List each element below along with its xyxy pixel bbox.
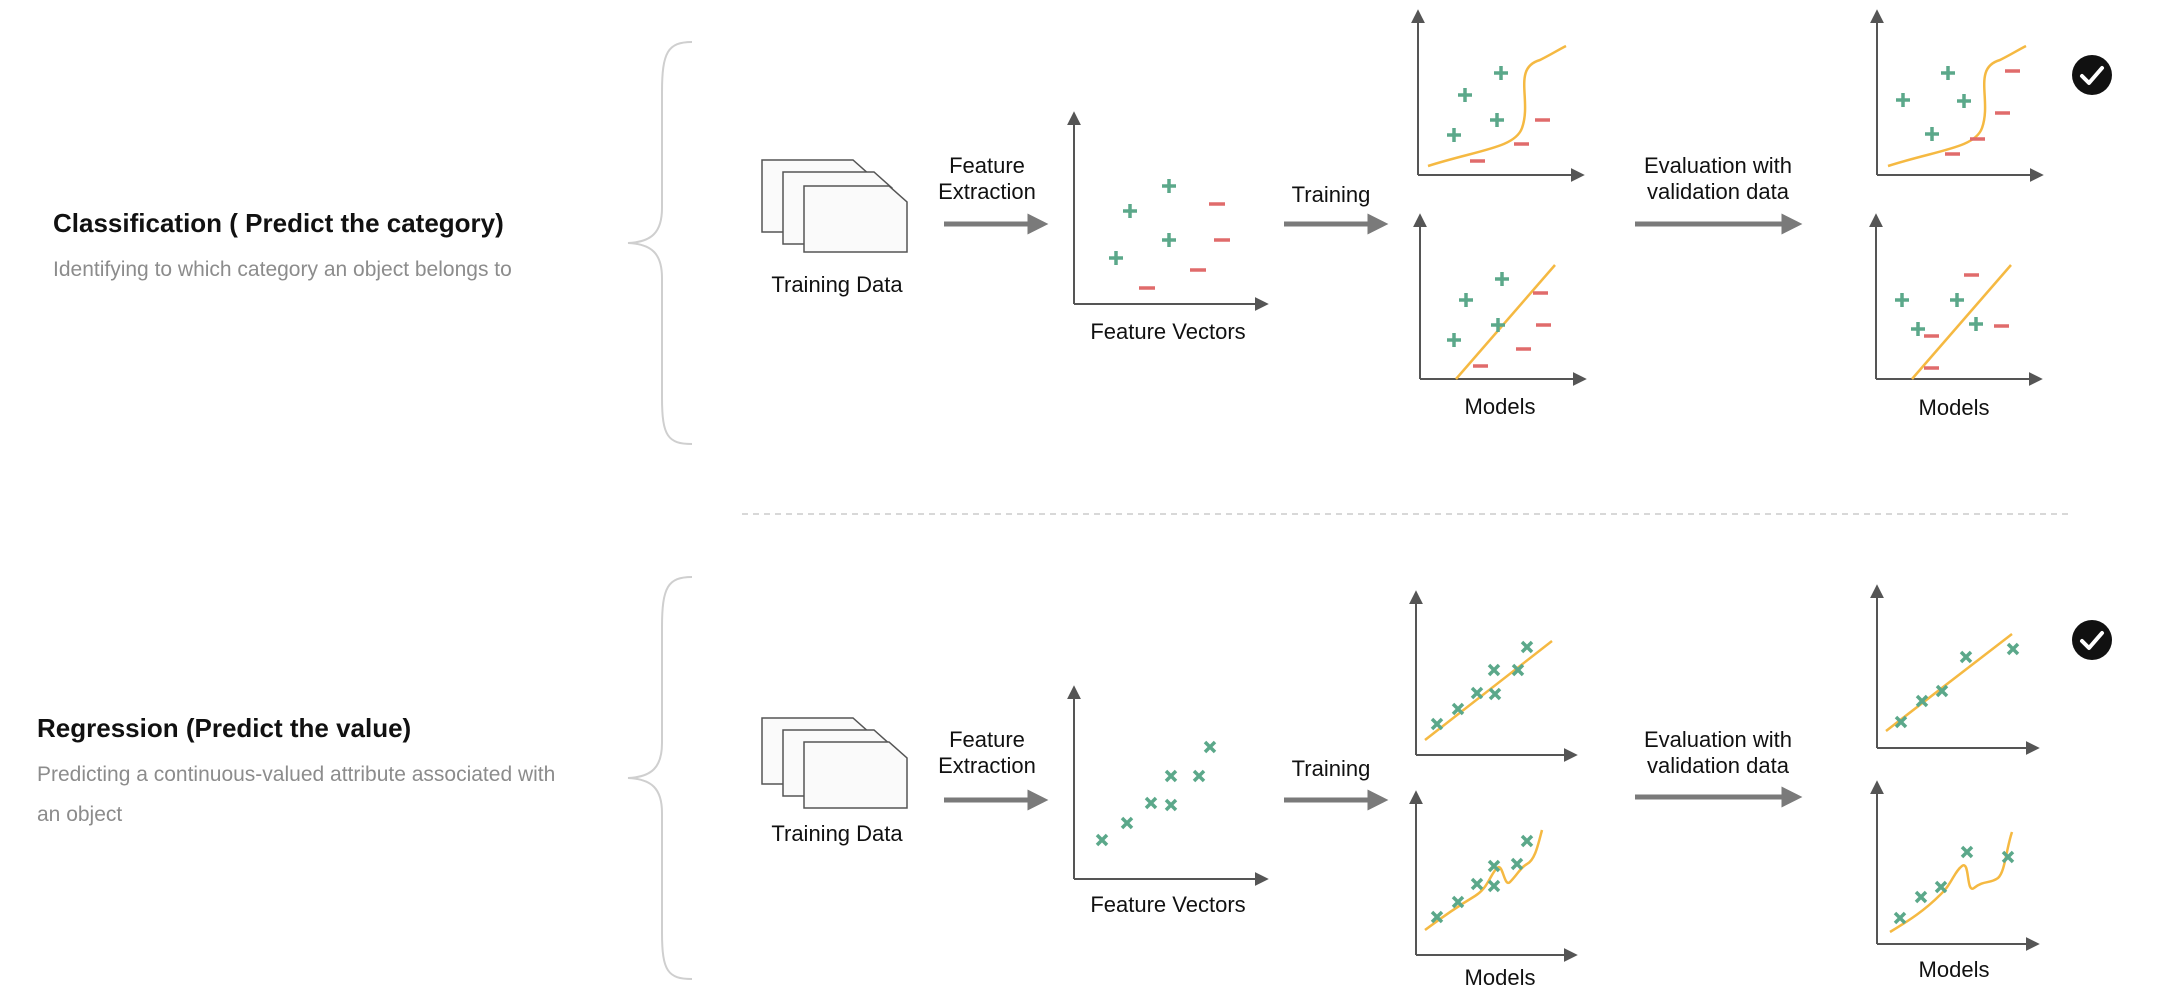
cross-marker [1164, 798, 1178, 812]
regression-models-label: Models [1465, 965, 1536, 990]
plus-marker [1896, 93, 1910, 107]
regression-model-plot-wiggly [1409, 790, 1578, 962]
classification-evaluation-label-1: Evaluation with [1644, 153, 1792, 178]
cross-marker [1934, 880, 1948, 894]
regression-training-label: Training [1292, 756, 1371, 781]
cross-marker [1960, 845, 1974, 859]
cross-marker [1915, 694, 1929, 708]
regression-feature-vectors-plot [1067, 685, 1269, 886]
cross-marker [1430, 717, 1444, 731]
check-circle-icon [2072, 55, 2112, 95]
cross-marker [1488, 687, 1502, 701]
classification-evaluated-plot-line [1869, 213, 2043, 386]
regression-feature-extraction-label-1: Feature [949, 727, 1025, 752]
cross-marker [2001, 850, 2015, 864]
plus-marker [1941, 66, 1955, 80]
plus-marker [1447, 128, 1461, 142]
cross-marker [1511, 663, 1525, 677]
plus-marker [1895, 293, 1909, 307]
regression-selected-models-label: Models [1919, 957, 1990, 982]
regression-brace [627, 576, 693, 980]
plus-marker [1459, 293, 1473, 307]
classification-selected-models-label: Models [1919, 395, 1990, 420]
cross-marker [1430, 910, 1444, 924]
classification-feature-vectors-plot [1067, 111, 1269, 311]
cross-marker [1451, 702, 1465, 716]
cross-marker [1914, 890, 1928, 904]
classification-feature-extraction-label-1: Feature [949, 153, 1025, 178]
classification-training-data-label: Training Data [771, 272, 903, 297]
regression-description: Predicting a continuous-valued attribute… [37, 763, 556, 826]
cross-marker [1510, 857, 1524, 871]
check-circle-icon [2072, 620, 2112, 660]
classification-training-label: Training [1292, 182, 1371, 207]
cross-marker [1893, 911, 1907, 925]
plus-marker [1109, 251, 1123, 265]
cross-marker [1487, 859, 1501, 873]
cross-marker [1935, 684, 1949, 698]
regression-training-data-label: Training Data [771, 821, 903, 846]
plus-marker [1162, 233, 1176, 247]
classification-models-label: Models [1465, 394, 1536, 419]
classification-feature-vectors-label: Feature Vectors [1090, 319, 1245, 344]
classification-evaluated-plot-curve [1870, 9, 2044, 182]
regression-model-plot-line [1409, 590, 1578, 762]
plus-marker [1911, 322, 1925, 336]
cross-marker [1470, 877, 1484, 891]
regression-feature-vectors-label: Feature Vectors [1090, 892, 1245, 917]
cross-marker [1520, 834, 1534, 848]
plus-marker [1950, 293, 1964, 307]
cross-marker [1487, 879, 1501, 893]
plus-marker [1162, 179, 1176, 193]
plus-marker [1458, 88, 1472, 102]
cross-marker [1144, 796, 1158, 810]
classification-brace [627, 41, 693, 445]
classification-model-plot-line [1413, 213, 1587, 386]
cross-marker [1095, 833, 1109, 847]
cross-marker [1203, 740, 1217, 754]
regression-evaluated-plot-line [1870, 584, 2040, 755]
plus-marker [1447, 333, 1461, 347]
regression-training-data-icon [761, 717, 908, 809]
plus-marker [1957, 94, 1971, 108]
plus-marker [1491, 318, 1505, 332]
classification-evaluation-label-2: validation data [1647, 179, 1790, 204]
cross-marker [1520, 640, 1534, 654]
cross-marker [1470, 686, 1484, 700]
regression-evaluated-plot-wiggly [1870, 780, 2040, 951]
plus-marker [1969, 317, 1983, 331]
regression-feature-extraction-label-2: Extraction [938, 753, 1036, 778]
cross-marker [2006, 642, 2020, 656]
cross-marker [1192, 769, 1206, 783]
classification-description: Identifying to which category an object … [53, 258, 512, 281]
classification-feature-extraction-label-2: Extraction [938, 179, 1036, 204]
cross-marker [1487, 663, 1501, 677]
cross-marker [1451, 895, 1465, 909]
cross-marker [1164, 769, 1178, 783]
regression-evaluation-label-1: Evaluation with [1644, 727, 1792, 752]
classification-model-plot-curve [1411, 9, 1585, 182]
plus-marker [1495, 272, 1509, 286]
plus-marker [1123, 204, 1137, 218]
regression-evaluation-label-2: validation data [1647, 753, 1790, 778]
plus-marker [1494, 66, 1508, 80]
cross-marker [1894, 715, 1908, 729]
plus-marker [1925, 127, 1939, 141]
cross-marker [1959, 650, 1973, 664]
regression-title: Regression (Predict the value) [37, 713, 412, 743]
cross-marker [1120, 816, 1134, 830]
classification-title: Classification ( Predict the category) [53, 208, 504, 238]
classification-training-data-icon [761, 159, 908, 253]
plus-marker [1490, 113, 1504, 127]
